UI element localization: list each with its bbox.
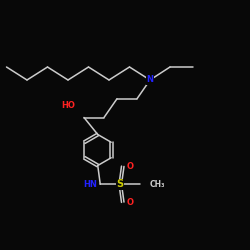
Text: S: S <box>117 179 124 189</box>
Text: O: O <box>126 162 133 171</box>
Text: O: O <box>126 198 133 207</box>
Text: CH₃: CH₃ <box>150 180 165 189</box>
Text: N: N <box>146 76 154 84</box>
Text: HN: HN <box>83 180 97 189</box>
Text: HO: HO <box>62 100 75 110</box>
